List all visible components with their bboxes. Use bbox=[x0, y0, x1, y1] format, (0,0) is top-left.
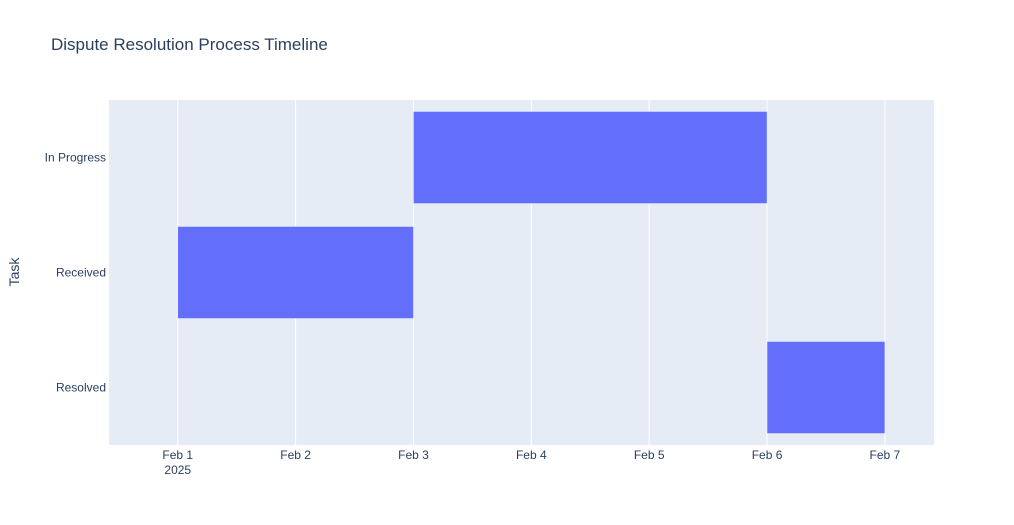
y-tick-label: In Progress bbox=[45, 151, 106, 165]
y-axis-label: Task bbox=[6, 257, 22, 287]
x-tick-label: Feb 7 bbox=[870, 448, 901, 462]
x-tick-label: Feb 4 bbox=[516, 448, 547, 462]
y-axis-ticks: In Progress Received Resolved bbox=[45, 151, 106, 395]
x-tick-label: Feb 2 bbox=[280, 448, 311, 462]
bar-in-progress bbox=[413, 111, 768, 204]
x-tick-label: Feb 6 bbox=[752, 448, 783, 462]
bars bbox=[177, 111, 886, 434]
bar-resolved bbox=[766, 341, 886, 434]
chart-title: Dispute Resolution Process Timeline bbox=[51, 35, 328, 54]
bar-received bbox=[177, 226, 414, 319]
y-tick-label: Received bbox=[56, 266, 106, 280]
x-tick-year-label: 2025 bbox=[164, 463, 191, 477]
y-tick-label: Resolved bbox=[56, 381, 106, 395]
x-tick-label: Feb 1 bbox=[162, 448, 193, 462]
x-tick-label: Feb 5 bbox=[634, 448, 665, 462]
x-tick-label: Feb 3 bbox=[398, 448, 429, 462]
